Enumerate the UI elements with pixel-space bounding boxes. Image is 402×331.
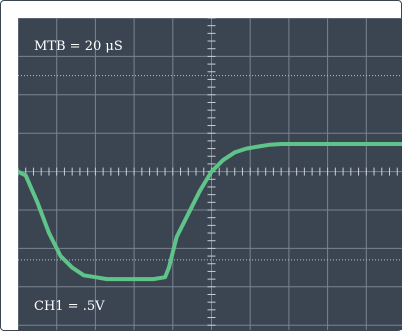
timebase-label: MTB = 20 μS bbox=[34, 39, 123, 54]
oscilloscope-screen: MTB = 20 μS CH1 = .5V bbox=[18, 18, 402, 330]
oscilloscope-graticule bbox=[18, 18, 402, 330]
channel-label: CH1 = .5V bbox=[34, 299, 105, 314]
signal-trace bbox=[18, 142, 402, 282]
